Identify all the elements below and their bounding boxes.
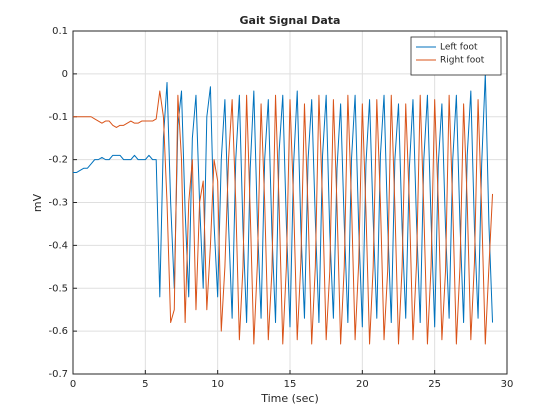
- series-group: [73, 73, 494, 345]
- plot-frame: [72, 30, 508, 375]
- y-tick-label: -0.7: [48, 369, 68, 380]
- x-tick-label: 0: [70, 379, 76, 390]
- x-tick-label: 10: [211, 379, 224, 390]
- x-tick-label: 15: [284, 379, 297, 390]
- y-axis-label: mV: [31, 193, 44, 212]
- x-tick-label: 20: [356, 379, 369, 390]
- x-tick-label: 5: [142, 379, 148, 390]
- x-tick-label: 25: [428, 379, 441, 390]
- y-tick-label: -0.4: [48, 240, 68, 251]
- y-tick-label: -0.5: [48, 283, 68, 294]
- x-tick-label: 30: [501, 379, 514, 390]
- y-tick-label: 0: [62, 69, 68, 80]
- x-axis-label: Time (sec): [260, 392, 319, 405]
- y-tick-label: -0.1: [48, 112, 68, 123]
- y-tick-label: 0.1: [52, 26, 68, 37]
- legend-label: Right foot: [440, 56, 485, 66]
- y-tick-label: -0.3: [48, 198, 68, 209]
- series-line: [73, 90, 494, 345]
- y-tick-label: -0.2: [48, 155, 68, 166]
- y-tick-label: -0.6: [48, 326, 68, 337]
- legend-label: Left foot: [440, 43, 478, 53]
- legend-box: [410, 36, 502, 76]
- series-line: [73, 73, 494, 328]
- chart-title: Gait Signal Data: [240, 14, 341, 27]
